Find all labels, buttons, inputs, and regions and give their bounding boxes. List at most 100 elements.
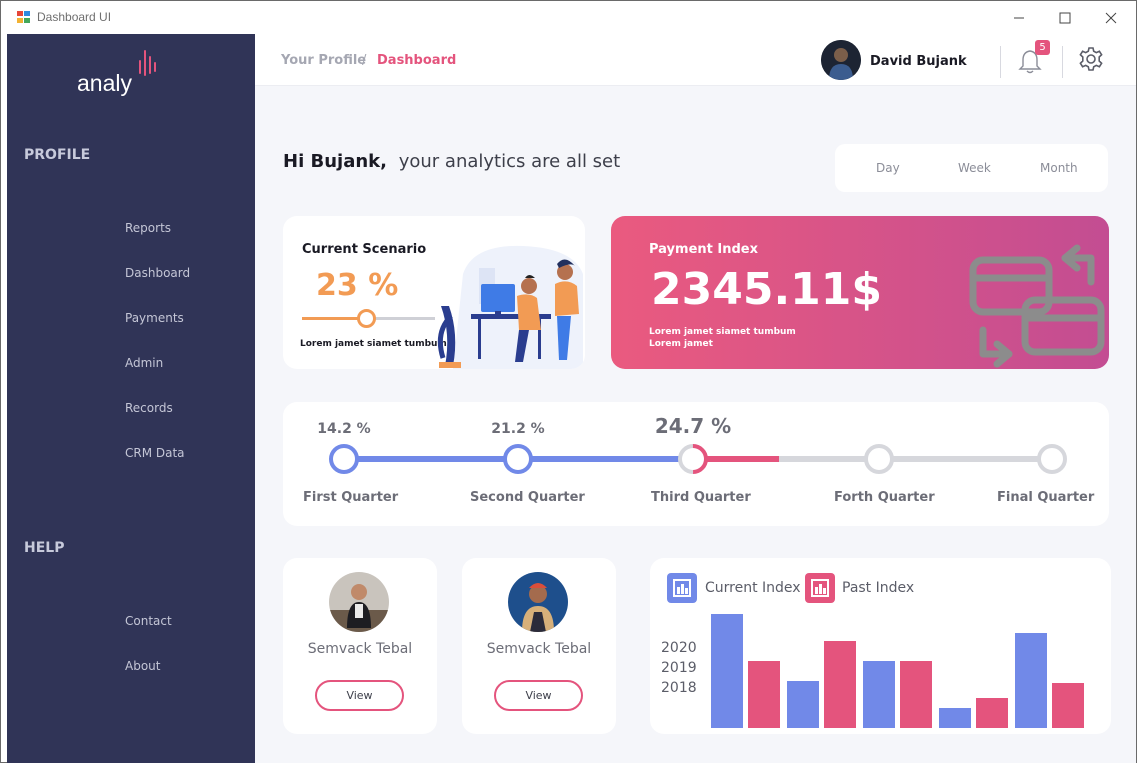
past-index-bar <box>900 661 932 728</box>
minimize-icon <box>1014 17 1024 18</box>
quarter-node[interactable] <box>1037 444 1067 474</box>
breadcrumb-separator: / <box>362 53 367 68</box>
nav-item-dashboard[interactable]: Dashboard <box>125 266 191 280</box>
quarter-label: Second Quarter <box>470 490 585 505</box>
nav-item-reports[interactable]: Reports <box>125 221 172 235</box>
person-name: Semvack Tebal <box>486 641 592 657</box>
scenario-description: Lorem jamet siamet tumbum <box>300 339 447 349</box>
settings-button[interactable] <box>1077 45 1105 73</box>
title-bar: Dashboard UI <box>1 1 1136 34</box>
view-button[interactable]: View <box>315 680 404 711</box>
scenario-value: 23 % <box>316 268 399 303</box>
person-card: Semvack Tebal View <box>462 558 616 734</box>
window-title: Dashboard UI <box>37 10 112 24</box>
nav-item-contact[interactable]: Contact <box>125 614 172 628</box>
current-index-bar <box>787 681 819 728</box>
help-heading: HELP <box>24 540 65 556</box>
progress-line-segment <box>879 456 1052 462</box>
bar-chart-icon <box>811 579 829 597</box>
period-selector: Day Week Month <box>835 144 1108 192</box>
quarter-node[interactable] <box>329 444 359 474</box>
progress-line-segment <box>779 456 879 462</box>
bell-icon <box>1018 50 1042 74</box>
nav-item-crm-data[interactable]: CRM Data <box>125 446 185 460</box>
person-name: Semvack Tebal <box>307 641 413 657</box>
gear-icon <box>1079 47 1103 71</box>
user-name[interactable]: David Bujank <box>870 54 967 69</box>
greeting-message: your analytics are all set <box>398 151 621 172</box>
current-index-legend: Current Index <box>705 580 801 596</box>
person-photo-image <box>329 572 389 632</box>
past-index-bar <box>976 698 1008 728</box>
past-index-legend-icon <box>805 573 835 603</box>
quarter-percent: 24.7 % <box>654 414 732 438</box>
close-icon <box>1105 12 1117 23</box>
breadcrumb-dashboard: Dashboard <box>377 53 457 68</box>
payment-index-card: Payment Index 2345.11$ Lorem jamet siame… <box>611 216 1109 369</box>
card-exchange-icon <box>969 244 1105 368</box>
nav-item-admin[interactable]: Admin <box>125 356 164 370</box>
nav-item-payments[interactable]: Payments <box>125 311 184 325</box>
maximize-icon <box>1059 12 1071 23</box>
nav-item-about[interactable]: About <box>125 659 161 673</box>
quarter-percent: 14.2 % <box>317 421 371 437</box>
header-divider <box>1000 46 1001 78</box>
person-photo <box>508 572 568 632</box>
header-divider <box>1062 46 1063 78</box>
payment-description-2: Lorem jamet <box>649 339 713 349</box>
avatar-photo <box>821 40 861 80</box>
scenario-slider[interactable] <box>302 309 435 328</box>
payment-title: Payment Index <box>649 242 758 257</box>
nav-item-records[interactable]: Records <box>125 401 173 415</box>
past-index-bar <box>748 661 780 728</box>
progress-line-segment <box>693 456 779 462</box>
past-index-legend: Past Index <box>842 580 915 596</box>
current-index-legend-icon <box>667 573 697 603</box>
year-label: 2019 <box>661 660 697 676</box>
notifications-button[interactable] <box>1015 46 1045 76</box>
current-index-bar <box>1015 633 1047 728</box>
index-chart-card: Current Index Past Index 2020 2019 2018 <box>650 558 1111 734</box>
year-label: 2020 <box>661 640 697 656</box>
tab-day[interactable]: Day <box>876 161 900 175</box>
scenario-slider-handle[interactable] <box>356 309 376 328</box>
view-button[interactable]: View <box>494 680 583 711</box>
profile-heading: PROFILE <box>24 147 91 163</box>
maximize-button[interactable] <box>1042 1 1088 34</box>
current-index-bar <box>939 708 971 728</box>
greeting: Hi Bujank, your analytics are all set <box>283 151 620 172</box>
logo-text: analy <box>77 70 132 96</box>
app-icon <box>17 11 31 24</box>
minimize-button[interactable] <box>996 1 1042 34</box>
tab-week[interactable]: Week <box>958 161 991 175</box>
breadcrumb-your-profile[interactable]: Your Profile <box>281 53 367 68</box>
quarter-label: Forth Quarter <box>834 490 935 505</box>
quarter-label: First Quarter <box>303 490 399 505</box>
quarter-node[interactable] <box>671 437 715 481</box>
current-scenario-card: Current Scenario 23 % Lorem jamet siamet… <box>283 216 585 369</box>
main-content: Your Profile / Dashboard David Bujank 5 <box>255 34 1136 763</box>
office-illustration <box>437 245 583 369</box>
quarter-label: Third Quarter <box>651 490 751 505</box>
progress-line-segment <box>518 456 693 462</box>
quarter-node[interactable] <box>503 444 533 474</box>
payment-description-1: Lorem jamet siamet tumbum <box>649 327 796 337</box>
current-index-bar <box>711 614 743 728</box>
scenario-title: Current Scenario <box>302 242 427 257</box>
payment-value: 2345.11$ <box>651 264 883 315</box>
top-header: Your Profile / Dashboard David Bujank 5 <box>255 34 1136 86</box>
past-index-bar <box>824 641 856 728</box>
person-photo-image <box>508 572 568 632</box>
quarter-percent: 21.2 % <box>491 421 545 437</box>
close-button[interactable] <box>1088 1 1134 34</box>
sidebar: analy PROFILE Reports Dashboard Payments… <box>7 34 255 763</box>
year-label: 2018 <box>661 680 697 696</box>
bar-chart-icon <box>673 579 691 597</box>
notification-badge: 5 <box>1035 40 1050 55</box>
quarter-progress-card: 14.2 % First Quarter 21.2 % Second Quarter 2… <box>283 402 1109 526</box>
user-avatar[interactable] <box>821 40 861 80</box>
person-card: Semvack Tebal View <box>283 558 437 734</box>
tab-month[interactable]: Month <box>1040 161 1078 175</box>
quarter-node[interactable] <box>864 444 894 474</box>
quarter-label: Final Quarter <box>997 490 1095 505</box>
